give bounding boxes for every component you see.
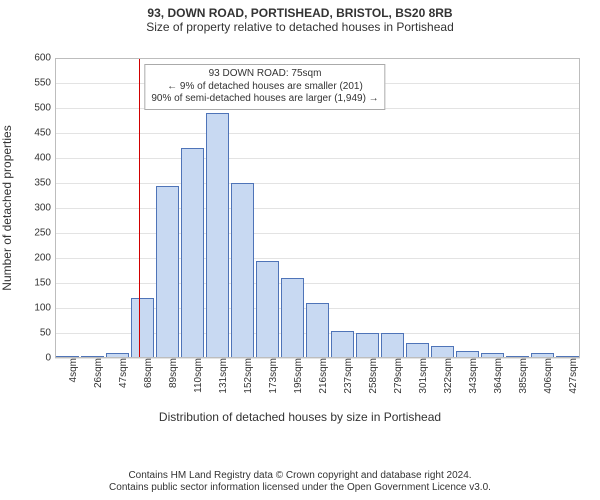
x-tick-label: 279sqm [391,358,404,394]
footer-line-2: Contains public sector information licen… [0,482,600,494]
x-tick-label: 195sqm [291,358,304,394]
x-tick-label: 406sqm [541,358,554,394]
x-tick-label: 385sqm [516,358,529,394]
x-tick-label: 427sqm [566,358,579,394]
y-tick-label: 50 [40,328,55,339]
annotation-box: 93 DOWN ROAD: 75sqm← 9% of detached hous… [144,64,385,110]
bar [431,346,454,359]
x-tick-label: 4sqm [66,358,79,382]
x-tick-label: 131sqm [216,358,229,394]
page-title: 93, DOWN ROAD, PORTISHEAD, BRISTOL, BS20… [0,6,600,20]
bar [381,333,404,358]
y-tick-label: 500 [34,103,55,114]
bar [356,333,379,358]
bar [181,148,204,358]
annotation-line: 93 DOWN ROAD: 75sqm [151,68,378,81]
y-tick-label: 550 [34,78,55,89]
x-tick-label: 47sqm [116,358,129,388]
y-tick-label: 600 [34,53,55,64]
annotation-line: ← 9% of detached houses are smaller (201… [151,81,378,94]
x-tick-label: 89sqm [166,358,179,388]
histogram-chart: 0 50 100 150 200 250 300 350 400 450 500 550 600 4sq… [0,48,600,438]
y-tick-label: 150 [34,278,55,289]
x-tick-label: 343sqm [466,358,479,394]
reference-line [139,58,140,358]
x-tick-label: 110sqm [191,358,204,393]
x-tick-label: 26sqm [91,358,104,388]
x-tick-label: 364sqm [491,358,504,394]
y-tick-label: 300 [34,203,55,214]
x-tick-label: 301sqm [416,358,429,394]
bar [281,278,304,358]
bar [231,183,254,358]
x-tick-label: 152sqm [241,358,254,394]
x-tick-label: 216sqm [316,358,329,394]
y-axis-label: Number of detached properties [0,125,14,290]
page-subtitle: Size of property relative to detached ho… [0,20,600,34]
y-tick-label: 350 [34,178,55,189]
x-tick-label: 237sqm [341,358,354,394]
x-tick-label: 322sqm [441,358,454,394]
annotation-line: 90% of semi-detached houses are larger (… [151,93,378,106]
footer-line-1: Contains HM Land Registry data © Crown c… [0,470,600,482]
bar [156,186,179,359]
y-tick-label: 450 [34,128,55,139]
bar [131,298,154,358]
y-tick-label: 100 [34,303,55,314]
bar [406,343,429,358]
y-tick-label: 200 [34,253,55,264]
bar [331,331,354,359]
bar [456,351,479,359]
x-axis-label: Distribution of detached houses by size … [0,410,600,424]
x-tick-label: 68sqm [141,358,154,388]
y-tick-label: 0 [45,353,55,364]
plot-area: 050100150200250300350400450500550600 4sq… [55,58,580,358]
y-tick-label: 250 [34,228,55,239]
bar [306,303,329,358]
x-tick-label: 173sqm [266,358,279,394]
y-tick-label: 400 [34,153,55,164]
bar [206,113,229,358]
bar [256,261,279,359]
x-tick-label: 258sqm [366,358,379,394]
footer: Contains HM Land Registry data © Crown c… [0,470,600,494]
